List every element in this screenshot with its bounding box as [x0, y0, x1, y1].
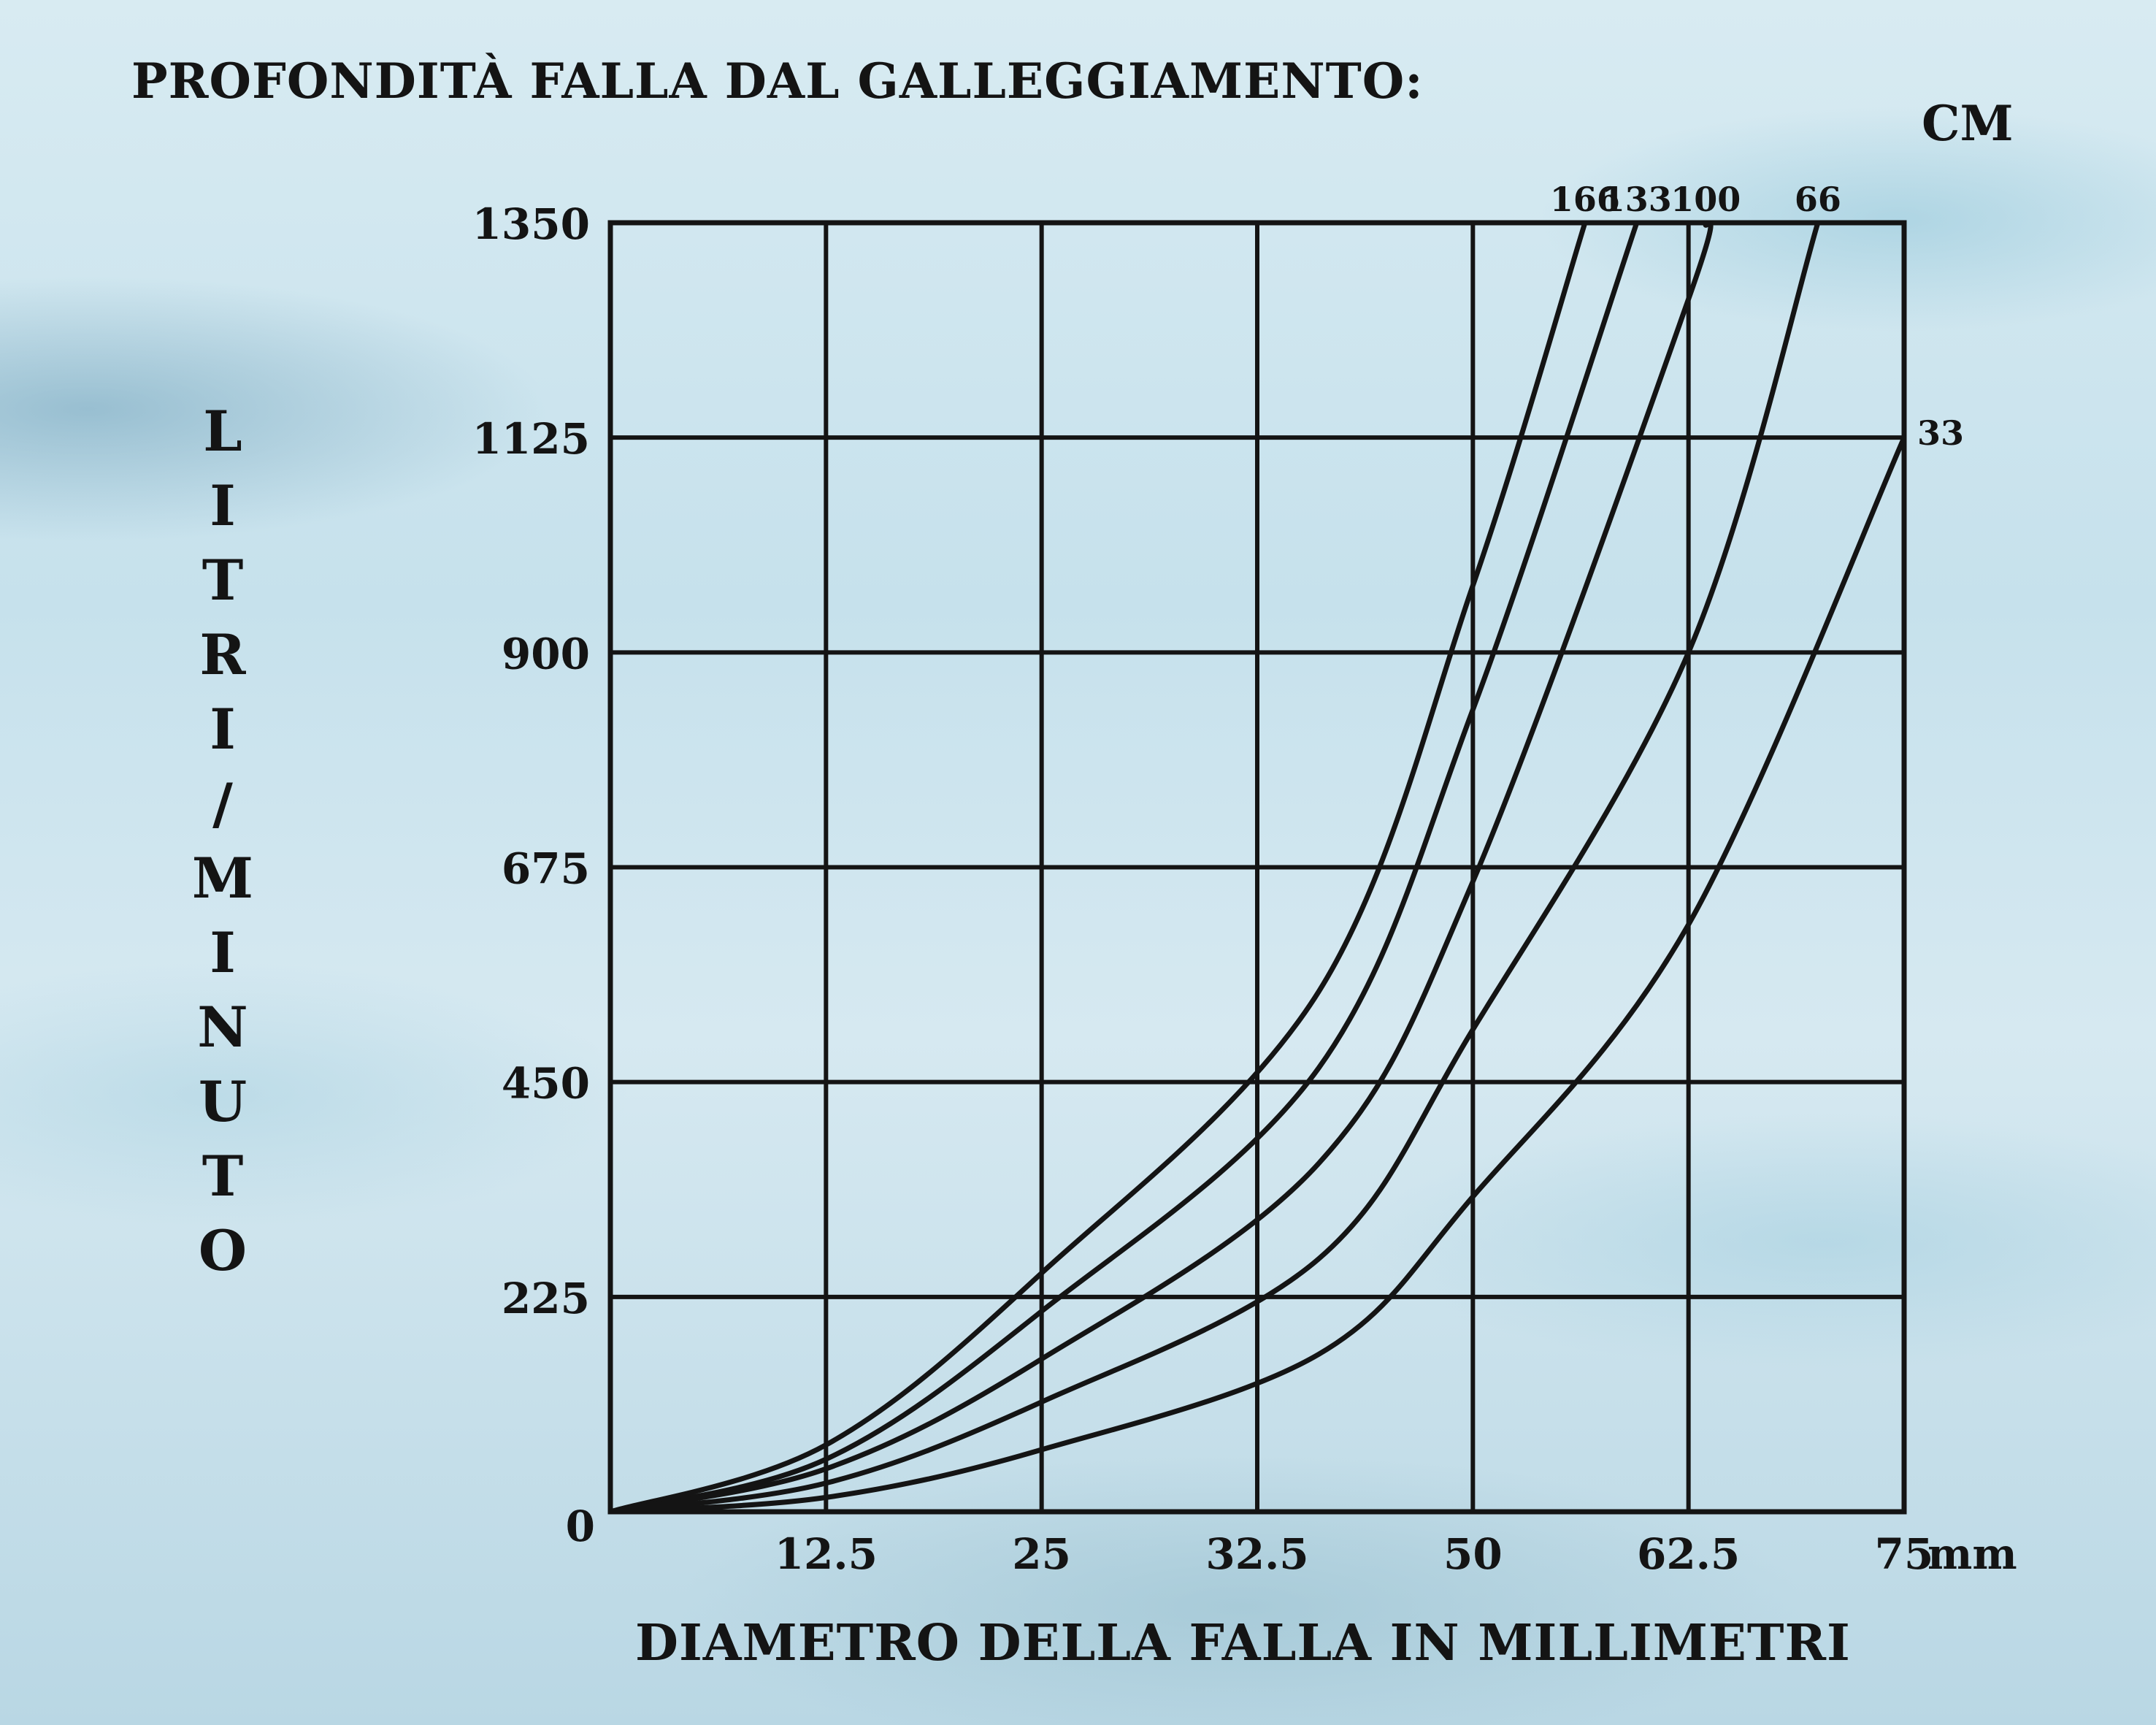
chart-title: PROFONDITÀ FALLA DAL GALLEGGIAMENTO: — [131, 53, 1424, 110]
x-unit-label: mm — [1927, 1529, 2017, 1579]
curve-layer — [607, 220, 1907, 1515]
y-tick-label: 1125 — [472, 414, 590, 464]
y-tick-label: 0 — [566, 1502, 595, 1551]
series-label: 100 — [1670, 180, 1741, 219]
y-axis-label-letter: L — [203, 399, 242, 464]
x-axis-label: DIAMETRO DELLA FALLA IN MILLIMETRI — [635, 1614, 1851, 1672]
y-axis-label-letter: I — [210, 473, 236, 538]
series-label: 133 — [1602, 180, 1672, 219]
x-tick-label: 75 — [1875, 1529, 1934, 1579]
tick-label-layer: 1350 1125 900 675 450 225 0 12.5 25 32.5 50 62.5 75m… — [472, 199, 2017, 1579]
y-axis-label-letter: M — [191, 846, 254, 911]
x-tick-label: 25 — [1012, 1529, 1071, 1579]
y-axis-label: L I T R I / M I N U T O — [179, 394, 266, 1288]
y-tick-label: 675 — [502, 844, 590, 894]
series-line-33 — [607, 435, 1907, 1515]
series-label: 166 — [1550, 180, 1620, 219]
y-axis-label-letter: I — [210, 920, 236, 985]
x-tick-label: 32.5 — [1205, 1529, 1308, 1579]
y-tick-label: 450 — [502, 1059, 590, 1109]
series-line-66 — [607, 220, 1821, 1515]
series-line-166 — [607, 220, 1588, 1515]
y-axis-label-letter: / — [212, 771, 233, 836]
x-tick-label: 62.5 — [1637, 1529, 1740, 1579]
x-tick-label: 12.5 — [775, 1529, 878, 1579]
x-tick-label: 50 — [1443, 1529, 1503, 1579]
series-line-133 — [607, 220, 1640, 1515]
y-tick-label: 900 — [502, 629, 590, 678]
y-axis-label-letter: T — [202, 1144, 244, 1209]
y-tick-label: 225 — [502, 1274, 590, 1323]
series-label: 66 — [1795, 180, 1841, 219]
y-axis-label-letter: O — [198, 1218, 248, 1283]
series-line-100 — [607, 220, 1714, 1515]
y-axis-label-letter: N — [197, 995, 248, 1060]
y-axis-label-letter: I — [210, 697, 236, 762]
series-label: 33 — [1917, 413, 1964, 453]
y-tick-label: 1350 — [472, 199, 590, 249]
legend-unit-label: CM — [1922, 95, 2014, 152]
grid-lines — [607, 220, 1907, 1515]
y-axis-label-letter: R — [199, 622, 246, 687]
y-axis-label-letter: U — [198, 1069, 248, 1134]
y-axis-label-letter: T — [202, 548, 244, 613]
plot-frame — [607, 220, 1907, 1515]
